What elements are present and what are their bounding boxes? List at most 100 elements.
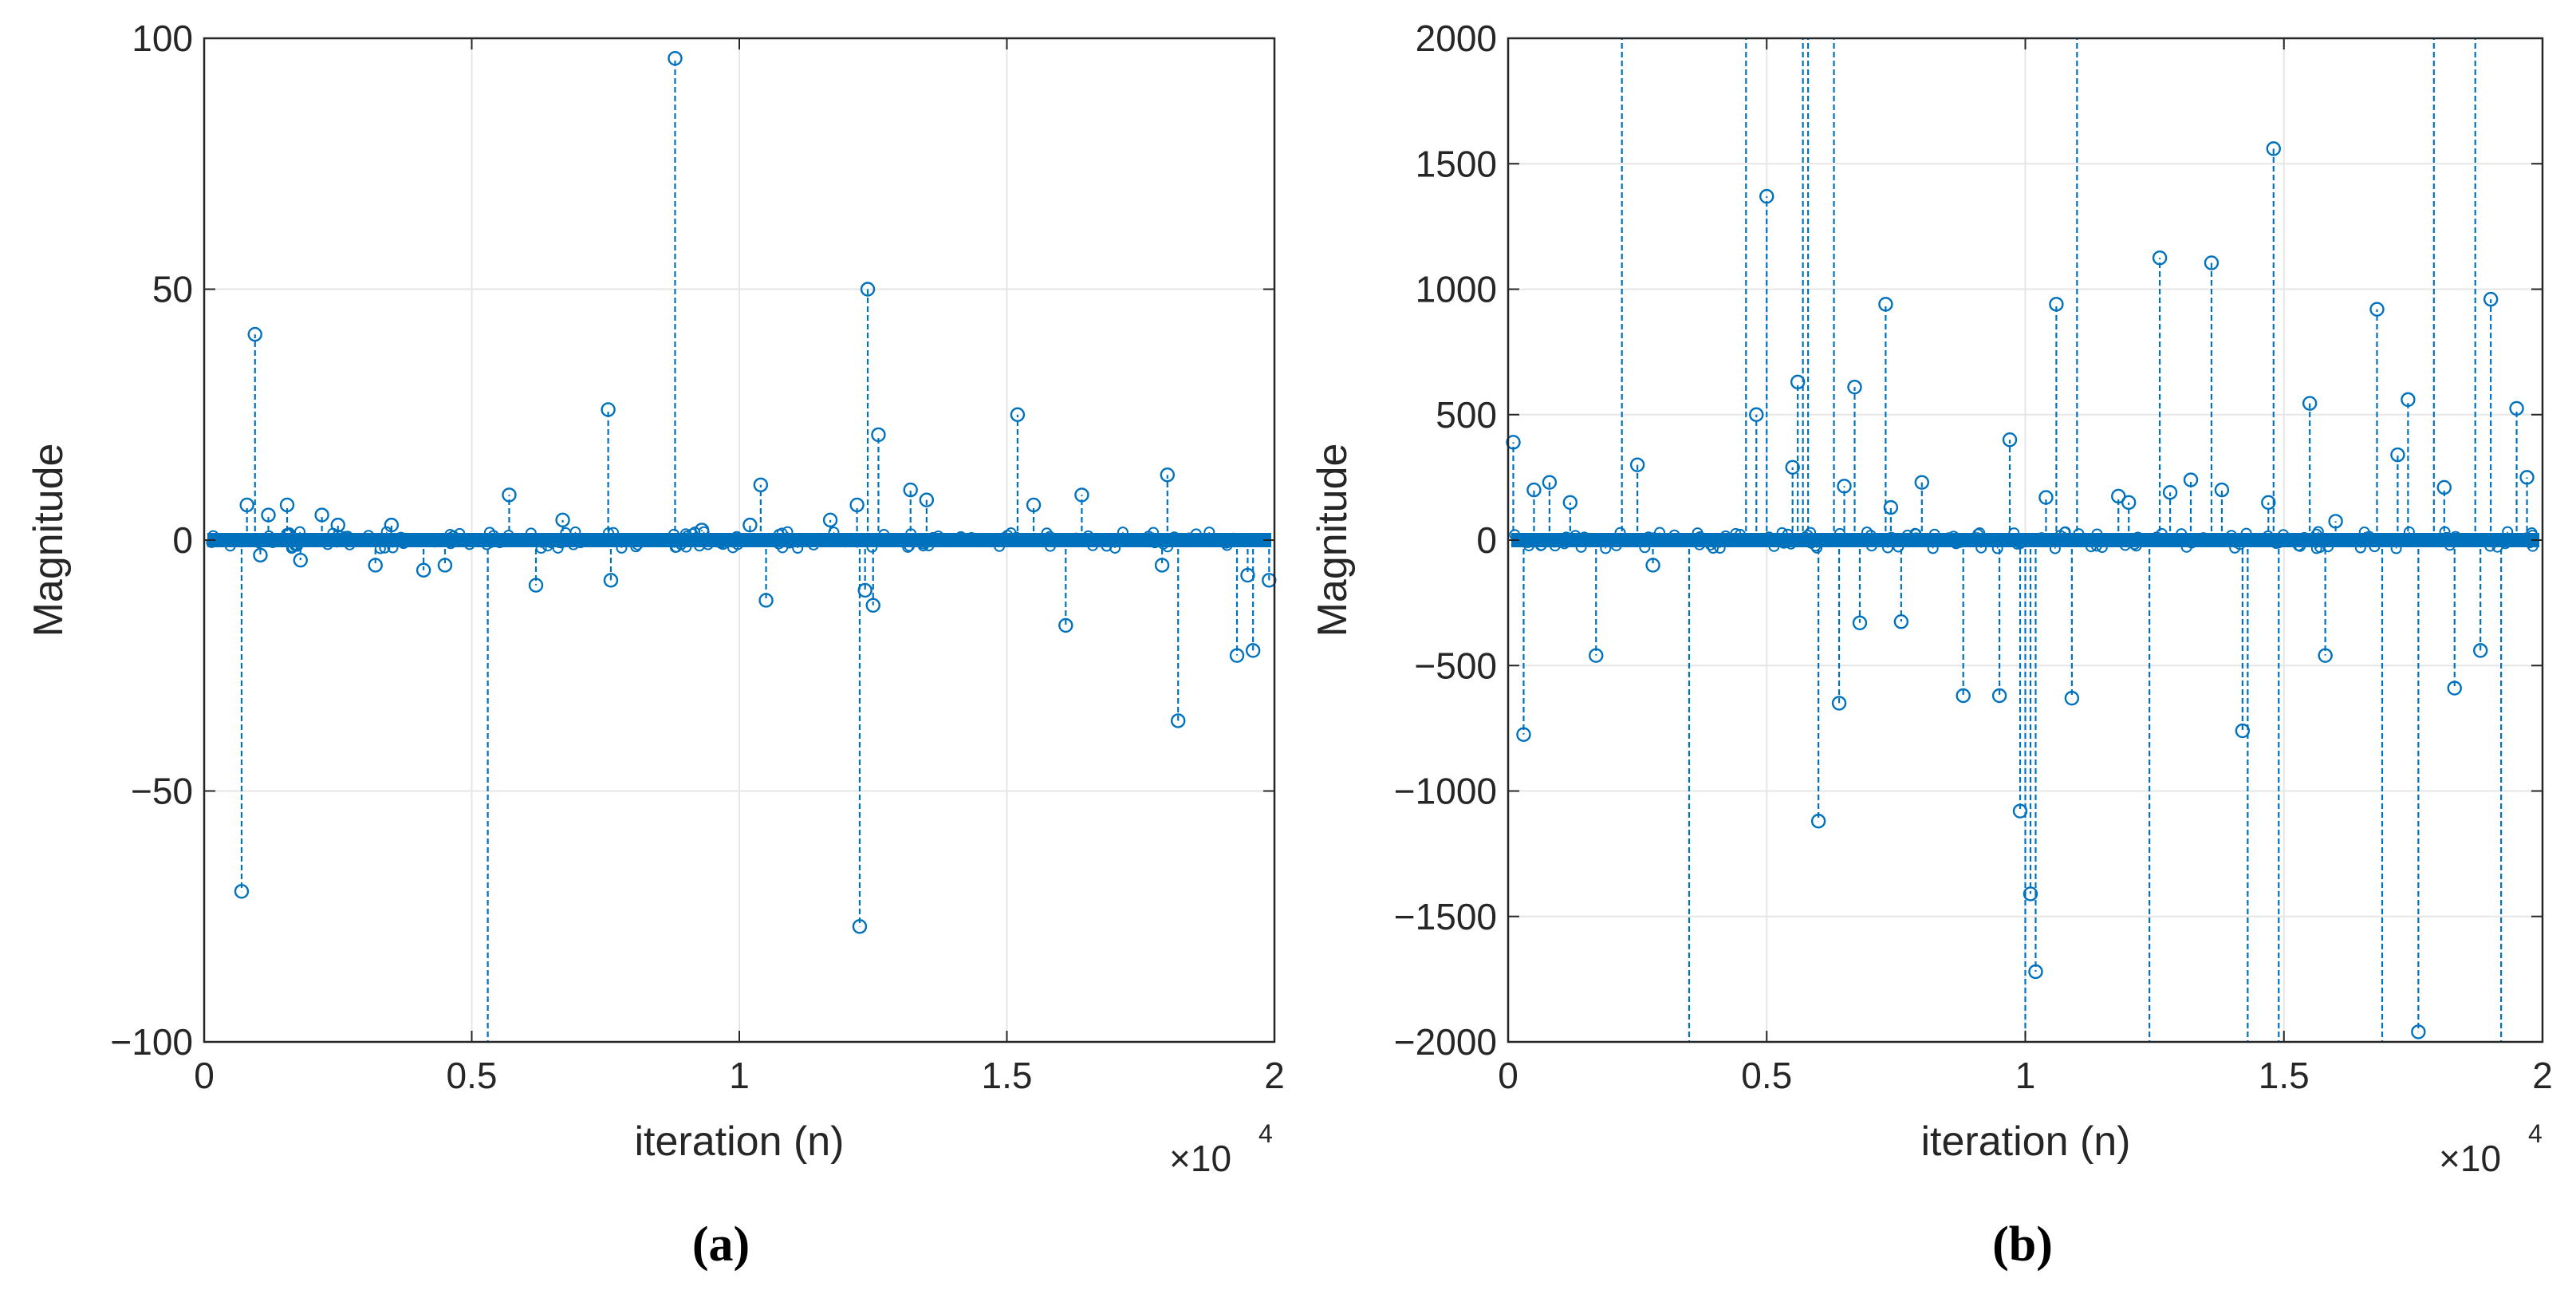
noise-marker bbox=[907, 535, 919, 546]
stem-marker bbox=[1171, 713, 1186, 728]
noise-marker bbox=[827, 535, 839, 546]
noise-marker bbox=[1909, 527, 1921, 539]
noise-marker bbox=[1730, 527, 1742, 539]
stem-marker bbox=[2472, 643, 2488, 658]
noise-marker bbox=[616, 542, 628, 554]
noise-marker bbox=[1149, 537, 1161, 549]
noise-marker bbox=[339, 531, 351, 542]
stem-marker bbox=[1562, 495, 1578, 511]
stem-marker bbox=[2162, 485, 2178, 500]
x-tick-label: 1 bbox=[729, 1055, 750, 1096]
noise-marker bbox=[2057, 533, 2069, 545]
noise-marker bbox=[1768, 540, 1780, 552]
stem-marker bbox=[2038, 490, 2054, 505]
stem-marker bbox=[2049, 297, 2064, 312]
noise-marker bbox=[1058, 535, 1069, 547]
stem-marker bbox=[2519, 470, 2535, 485]
noise-marker bbox=[574, 537, 586, 549]
stem-marker bbox=[2390, 447, 2405, 463]
stem-marker bbox=[2447, 681, 2462, 696]
stem-marker bbox=[1058, 617, 1073, 633]
noise-marker bbox=[428, 536, 440, 548]
noise-marker bbox=[1511, 535, 1523, 547]
noise-marker bbox=[494, 537, 506, 549]
noise-marker bbox=[2073, 528, 2085, 540]
noise-marker bbox=[2484, 540, 2496, 552]
stem-marker bbox=[2509, 400, 2524, 416]
noise-marker bbox=[2234, 539, 2246, 550]
noise-marker bbox=[782, 526, 794, 538]
y-tick-label: 0 bbox=[1476, 519, 1497, 561]
data-series-b bbox=[1506, 38, 2539, 1042]
noise-marker bbox=[2310, 542, 2322, 554]
noise-marker bbox=[1991, 542, 2003, 554]
stem-marker bbox=[1506, 435, 1521, 450]
y-tick-label: 1000 bbox=[1416, 269, 1497, 310]
stem-marker bbox=[2121, 495, 2137, 511]
noise-marker bbox=[485, 536, 497, 548]
noise-marker bbox=[1560, 531, 1572, 543]
noise-marker bbox=[671, 541, 683, 553]
noise-marker bbox=[1694, 531, 1706, 543]
noise-marker bbox=[494, 533, 506, 545]
noise-marker bbox=[1227, 532, 1239, 544]
noise-marker bbox=[1203, 527, 1215, 539]
noise-marker bbox=[2180, 541, 2192, 553]
noise-marker bbox=[412, 534, 424, 546]
y-tick-label: −100 bbox=[110, 1021, 193, 1063]
noise-marker bbox=[1972, 528, 1984, 540]
stem-marker bbox=[1542, 475, 1558, 490]
x-tick-label: 1.5 bbox=[982, 1055, 1033, 1096]
noise-marker bbox=[2521, 532, 2533, 544]
noise-marker bbox=[2292, 533, 2304, 545]
stem-marker bbox=[2235, 723, 2251, 739]
stem-marker bbox=[1847, 379, 1862, 395]
noise-marker bbox=[568, 539, 580, 550]
noise-marker bbox=[1117, 527, 1128, 539]
noise-marker bbox=[917, 538, 929, 550]
noise-marker bbox=[1642, 531, 1654, 543]
stem-marker bbox=[253, 547, 268, 563]
y-tick-label: 500 bbox=[1436, 394, 1497, 436]
stem-marker bbox=[502, 487, 517, 503]
noise-marker bbox=[632, 539, 644, 550]
stem-marker bbox=[2064, 690, 2080, 706]
noise-marker bbox=[777, 542, 789, 554]
y-tick-label: 100 bbox=[132, 18, 193, 59]
noise-marker bbox=[1719, 530, 1731, 542]
noise-marker bbox=[1544, 533, 1556, 545]
noise-marker bbox=[932, 530, 944, 542]
stem-marker bbox=[416, 562, 431, 578]
y-tick-labels-a: −100 −50 0 50 100 bbox=[110, 18, 193, 1063]
noise-marker bbox=[1971, 532, 1983, 544]
noise-marker bbox=[1041, 527, 1053, 539]
noise-marker bbox=[668, 535, 679, 546]
noise-marker bbox=[2403, 526, 2415, 538]
noise-marker bbox=[955, 531, 967, 542]
noise-marker bbox=[1763, 531, 1775, 543]
tick-marks-b bbox=[1507, 37, 2543, 1043]
noise-marker bbox=[1778, 537, 1790, 549]
noise-marker bbox=[1148, 527, 1160, 539]
stem-marker bbox=[919, 492, 935, 507]
noise-marker bbox=[2390, 542, 2402, 554]
noise-marker bbox=[1225, 534, 1237, 546]
y-axis-label-b: Magnitude bbox=[1310, 444, 1356, 637]
noise-marker bbox=[1614, 527, 1626, 539]
noise-marker bbox=[291, 540, 303, 552]
noise-marker bbox=[1162, 541, 1174, 553]
noise-marker bbox=[773, 538, 785, 550]
stem-marker bbox=[1160, 467, 1176, 483]
noise-marker bbox=[923, 540, 935, 552]
stem-marker bbox=[1629, 457, 1645, 472]
y-axis-label-a: Magnitude bbox=[26, 444, 72, 637]
noise-marker bbox=[2312, 526, 2324, 538]
noise-marker bbox=[808, 539, 820, 551]
stem-marker bbox=[2483, 291, 2499, 307]
x-multiplier-exp-b: 4 bbox=[2528, 1119, 2543, 1148]
x-tick-label: 0 bbox=[1498, 1055, 1518, 1096]
noise-marker bbox=[1882, 542, 1894, 554]
noise-marker bbox=[680, 535, 692, 547]
stem-marker bbox=[2411, 1024, 2426, 1040]
y-tick-label: 2000 bbox=[1416, 18, 1497, 59]
